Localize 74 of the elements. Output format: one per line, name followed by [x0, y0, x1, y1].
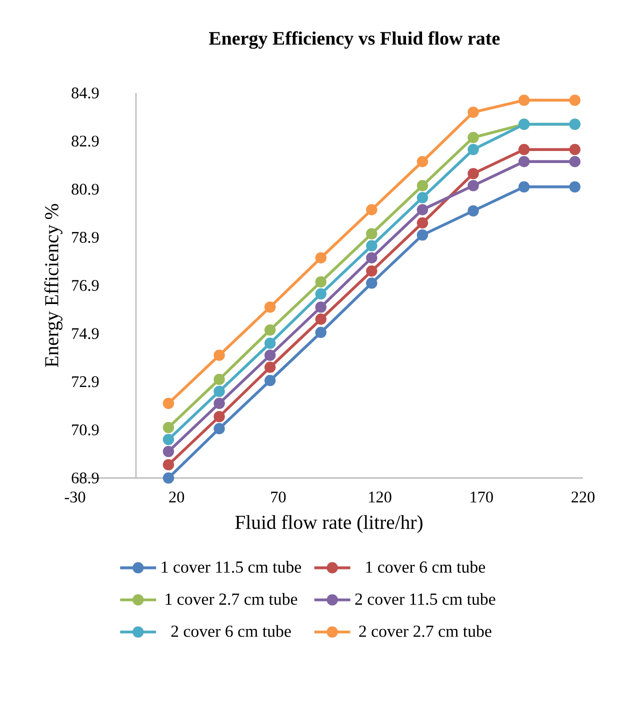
point — [162, 398, 174, 410]
point — [468, 106, 479, 118]
point — [214, 350, 225, 361]
point — [416, 217, 428, 229]
point — [569, 181, 580, 192]
point — [264, 302, 276, 313]
point — [214, 386, 225, 397]
chart-title: Energy Efficiency vs Fluid flow rate — [208, 31, 500, 49]
point — [264, 374, 276, 386]
point — [162, 434, 174, 446]
x-axis-title: Fluid flow rate (litre/hr) — [235, 514, 422, 534]
x-tick-label: 170 — [470, 492, 493, 502]
point — [366, 277, 378, 289]
x-tick-label: 70 — [271, 492, 286, 502]
y-tick-label: 80.9 — [72, 184, 99, 195]
point — [315, 252, 326, 264]
point — [162, 422, 174, 434]
x-tick-label: 120 — [369, 492, 392, 502]
point — [214, 374, 225, 385]
point — [214, 423, 225, 434]
point — [468, 180, 479, 192]
point — [214, 411, 225, 422]
legend-label: 1 cover 6 cm tube — [366, 560, 486, 573]
y-tick-label: 68.9 — [72, 472, 99, 484]
point — [366, 204, 378, 216]
point — [214, 398, 225, 410]
point — [468, 132, 479, 144]
point — [315, 288, 326, 300]
point — [569, 94, 580, 106]
point — [315, 302, 326, 313]
point — [416, 204, 428, 216]
point — [416, 229, 428, 241]
point — [518, 144, 530, 156]
point — [416, 156, 428, 168]
x-tick-label: -30 — [64, 492, 86, 502]
point — [518, 94, 530, 106]
y-tick-label: 76.9 — [72, 280, 99, 291]
point — [162, 459, 174, 470]
point — [366, 240, 378, 252]
y-tick-label: 74.9 — [72, 328, 99, 340]
point — [569, 144, 580, 156]
y-tick-label: 70.9 — [72, 424, 99, 436]
point — [468, 168, 479, 180]
point — [468, 205, 479, 217]
legend-label: 2 cover 2.7 cm tube — [359, 625, 492, 638]
point — [315, 326, 326, 338]
legend-label: 1 cover 2.7 cm tube — [166, 592, 298, 605]
legend-label: 1 cover 11.5 cm tube — [162, 560, 302, 573]
point — [264, 338, 276, 349]
point — [162, 472, 174, 484]
point — [366, 265, 378, 277]
point — [264, 362, 276, 373]
legend-label: 2 cover 11.5 cm tube — [355, 592, 496, 605]
point — [518, 181, 530, 192]
point — [518, 156, 530, 168]
point — [416, 192, 428, 204]
y-tick-label: 72.9 — [72, 376, 99, 388]
point — [366, 252, 378, 264]
x-tick-label: 20 — [169, 492, 184, 502]
point — [162, 446, 174, 458]
legend-label: 2 cover 6 cm tube — [171, 625, 291, 637]
point — [315, 276, 326, 288]
point — [569, 156, 580, 168]
point — [264, 324, 276, 336]
y-tick-label: 84.9 — [72, 88, 99, 98]
y-tick-label: 78.9 — [72, 232, 99, 243]
point — [264, 350, 276, 361]
point — [315, 314, 326, 325]
y-tick-label: 82.9 — [72, 136, 99, 147]
point — [366, 228, 378, 240]
y-axis-title: Energy Efficiency % — [44, 204, 62, 368]
x-tick-label: 220 — [572, 492, 595, 502]
point — [468, 144, 479, 156]
point — [416, 180, 428, 192]
